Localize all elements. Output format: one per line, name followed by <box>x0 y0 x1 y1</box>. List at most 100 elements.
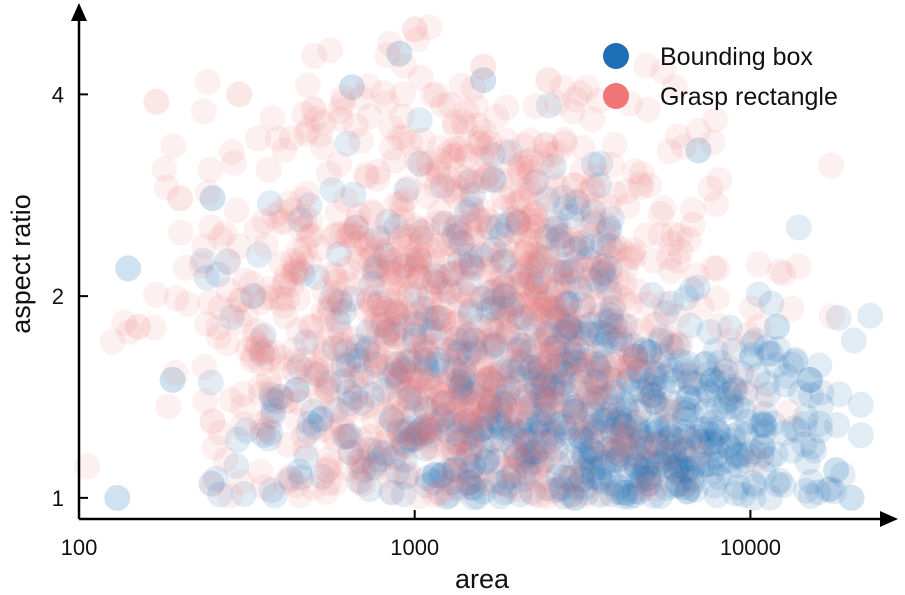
point-bounding-box <box>505 337 532 364</box>
point-grasp-rectangle <box>410 127 437 154</box>
point-bounding-box <box>485 213 512 240</box>
point-bounding-box <box>662 447 689 474</box>
point-grasp-rectangle <box>329 90 356 117</box>
point-bounding-box <box>438 260 465 287</box>
point-grasp-rectangle <box>273 263 300 290</box>
point-grasp-rectangle <box>314 365 340 392</box>
point-grasp-rectangle <box>322 469 349 496</box>
point-bounding-box <box>814 476 841 503</box>
point-bounding-box <box>807 392 834 419</box>
point-grasp-rectangle <box>487 395 514 422</box>
point-grasp-rectangle <box>531 431 558 458</box>
point-bounding-box <box>572 474 599 501</box>
point-bounding-box <box>563 473 590 500</box>
point-grasp-rectangle <box>667 330 694 357</box>
point-grasp-rectangle <box>647 221 674 248</box>
point-bounding-box <box>616 366 643 393</box>
point-grasp-rectangle <box>384 351 411 378</box>
point-bounding-box <box>531 428 558 455</box>
point-bounding-box <box>441 223 468 250</box>
point-grasp-rectangle <box>404 239 431 266</box>
point-bounding-box <box>507 303 534 330</box>
point-grasp-rectangle <box>601 290 628 316</box>
point-grasp-rectangle <box>617 291 644 318</box>
point-grasp-rectangle <box>464 227 491 253</box>
point-bounding-box <box>765 336 792 363</box>
point-grasp-rectangle <box>355 285 382 312</box>
point-grasp-rectangle <box>514 234 541 261</box>
point-grasp-rectangle <box>405 245 432 272</box>
point-grasp-rectangle <box>589 256 616 283</box>
point-grasp-rectangle <box>275 387 301 414</box>
point-bounding-box <box>634 434 661 461</box>
point-grasp-rectangle <box>269 354 296 381</box>
point-bounding-box <box>607 441 634 468</box>
point-bounding-box <box>458 195 485 222</box>
point-grasp-rectangle <box>245 125 272 152</box>
point-bounding-box <box>611 483 638 510</box>
point-bounding-box <box>633 449 660 476</box>
point-grasp-rectangle <box>532 326 559 353</box>
point-grasp-rectangle <box>529 389 556 416</box>
point-grasp-rectangle <box>444 430 471 457</box>
point-bounding-box <box>266 383 293 410</box>
point-grasp-rectangle <box>544 139 571 166</box>
point-grasp-rectangle <box>314 378 341 405</box>
point-bounding-box <box>543 333 570 360</box>
point-grasp-rectangle <box>617 341 644 368</box>
point-bounding-box <box>713 388 740 415</box>
point-bounding-box <box>374 208 401 235</box>
point-bounding-box <box>467 372 494 399</box>
point-grasp-rectangle <box>207 224 234 251</box>
point-grasp-rectangle <box>405 379 432 406</box>
point-grasp-rectangle <box>429 277 456 303</box>
point-bounding-box <box>772 371 799 398</box>
point-bounding-box <box>593 402 620 429</box>
point-grasp-rectangle <box>506 445 533 471</box>
point-grasp-rectangle <box>616 353 643 380</box>
point-grasp-rectangle <box>470 198 496 224</box>
point-grasp-rectangle <box>493 236 520 263</box>
point-grasp-rectangle <box>700 254 727 281</box>
point-bounding-box <box>611 413 638 439</box>
point-bounding-box <box>542 436 569 463</box>
point-bounding-box <box>573 347 600 374</box>
point-grasp-rectangle <box>383 296 409 323</box>
point-bounding-box <box>724 452 751 479</box>
point-grasp-rectangle <box>478 358 505 385</box>
point-grasp-rectangle <box>697 175 724 202</box>
point-bounding-box <box>631 336 658 363</box>
point-grasp-rectangle <box>504 327 531 354</box>
point-grasp-rectangle <box>583 163 609 189</box>
point-bounding-box <box>609 422 636 449</box>
point-bounding-box <box>447 375 474 401</box>
point-bounding-box <box>618 378 645 405</box>
point-grasp-rectangle <box>656 326 683 353</box>
point-grasp-rectangle <box>220 297 247 324</box>
point-grasp-rectangle <box>524 269 551 296</box>
point-grasp-rectangle <box>282 256 309 283</box>
point-bounding-box <box>506 331 533 358</box>
point-bounding-box <box>364 225 391 252</box>
point-grasp-rectangle <box>505 348 532 375</box>
point-grasp-rectangle <box>557 483 584 510</box>
point-bounding-box <box>422 462 449 488</box>
point-bounding-box <box>625 421 652 448</box>
point-bounding-box <box>517 338 544 365</box>
point-bounding-box <box>450 365 477 392</box>
point-bounding-box <box>625 478 652 505</box>
point-grasp-rectangle <box>392 328 419 355</box>
point-bounding-box <box>725 473 752 500</box>
point-bounding-box <box>406 150 433 177</box>
point-grasp-rectangle <box>629 316 656 343</box>
point-grasp-rectangle <box>561 394 588 421</box>
point-bounding-box <box>716 447 743 474</box>
point-grasp-rectangle <box>633 52 660 79</box>
point-bounding-box <box>611 391 638 417</box>
point-bounding-box <box>442 456 469 483</box>
point-bounding-box <box>435 457 462 484</box>
point-grasp-rectangle <box>316 453 343 479</box>
point-grasp-rectangle <box>568 253 595 280</box>
point-grasp-rectangle <box>588 428 615 455</box>
point-grasp-rectangle <box>456 395 482 422</box>
